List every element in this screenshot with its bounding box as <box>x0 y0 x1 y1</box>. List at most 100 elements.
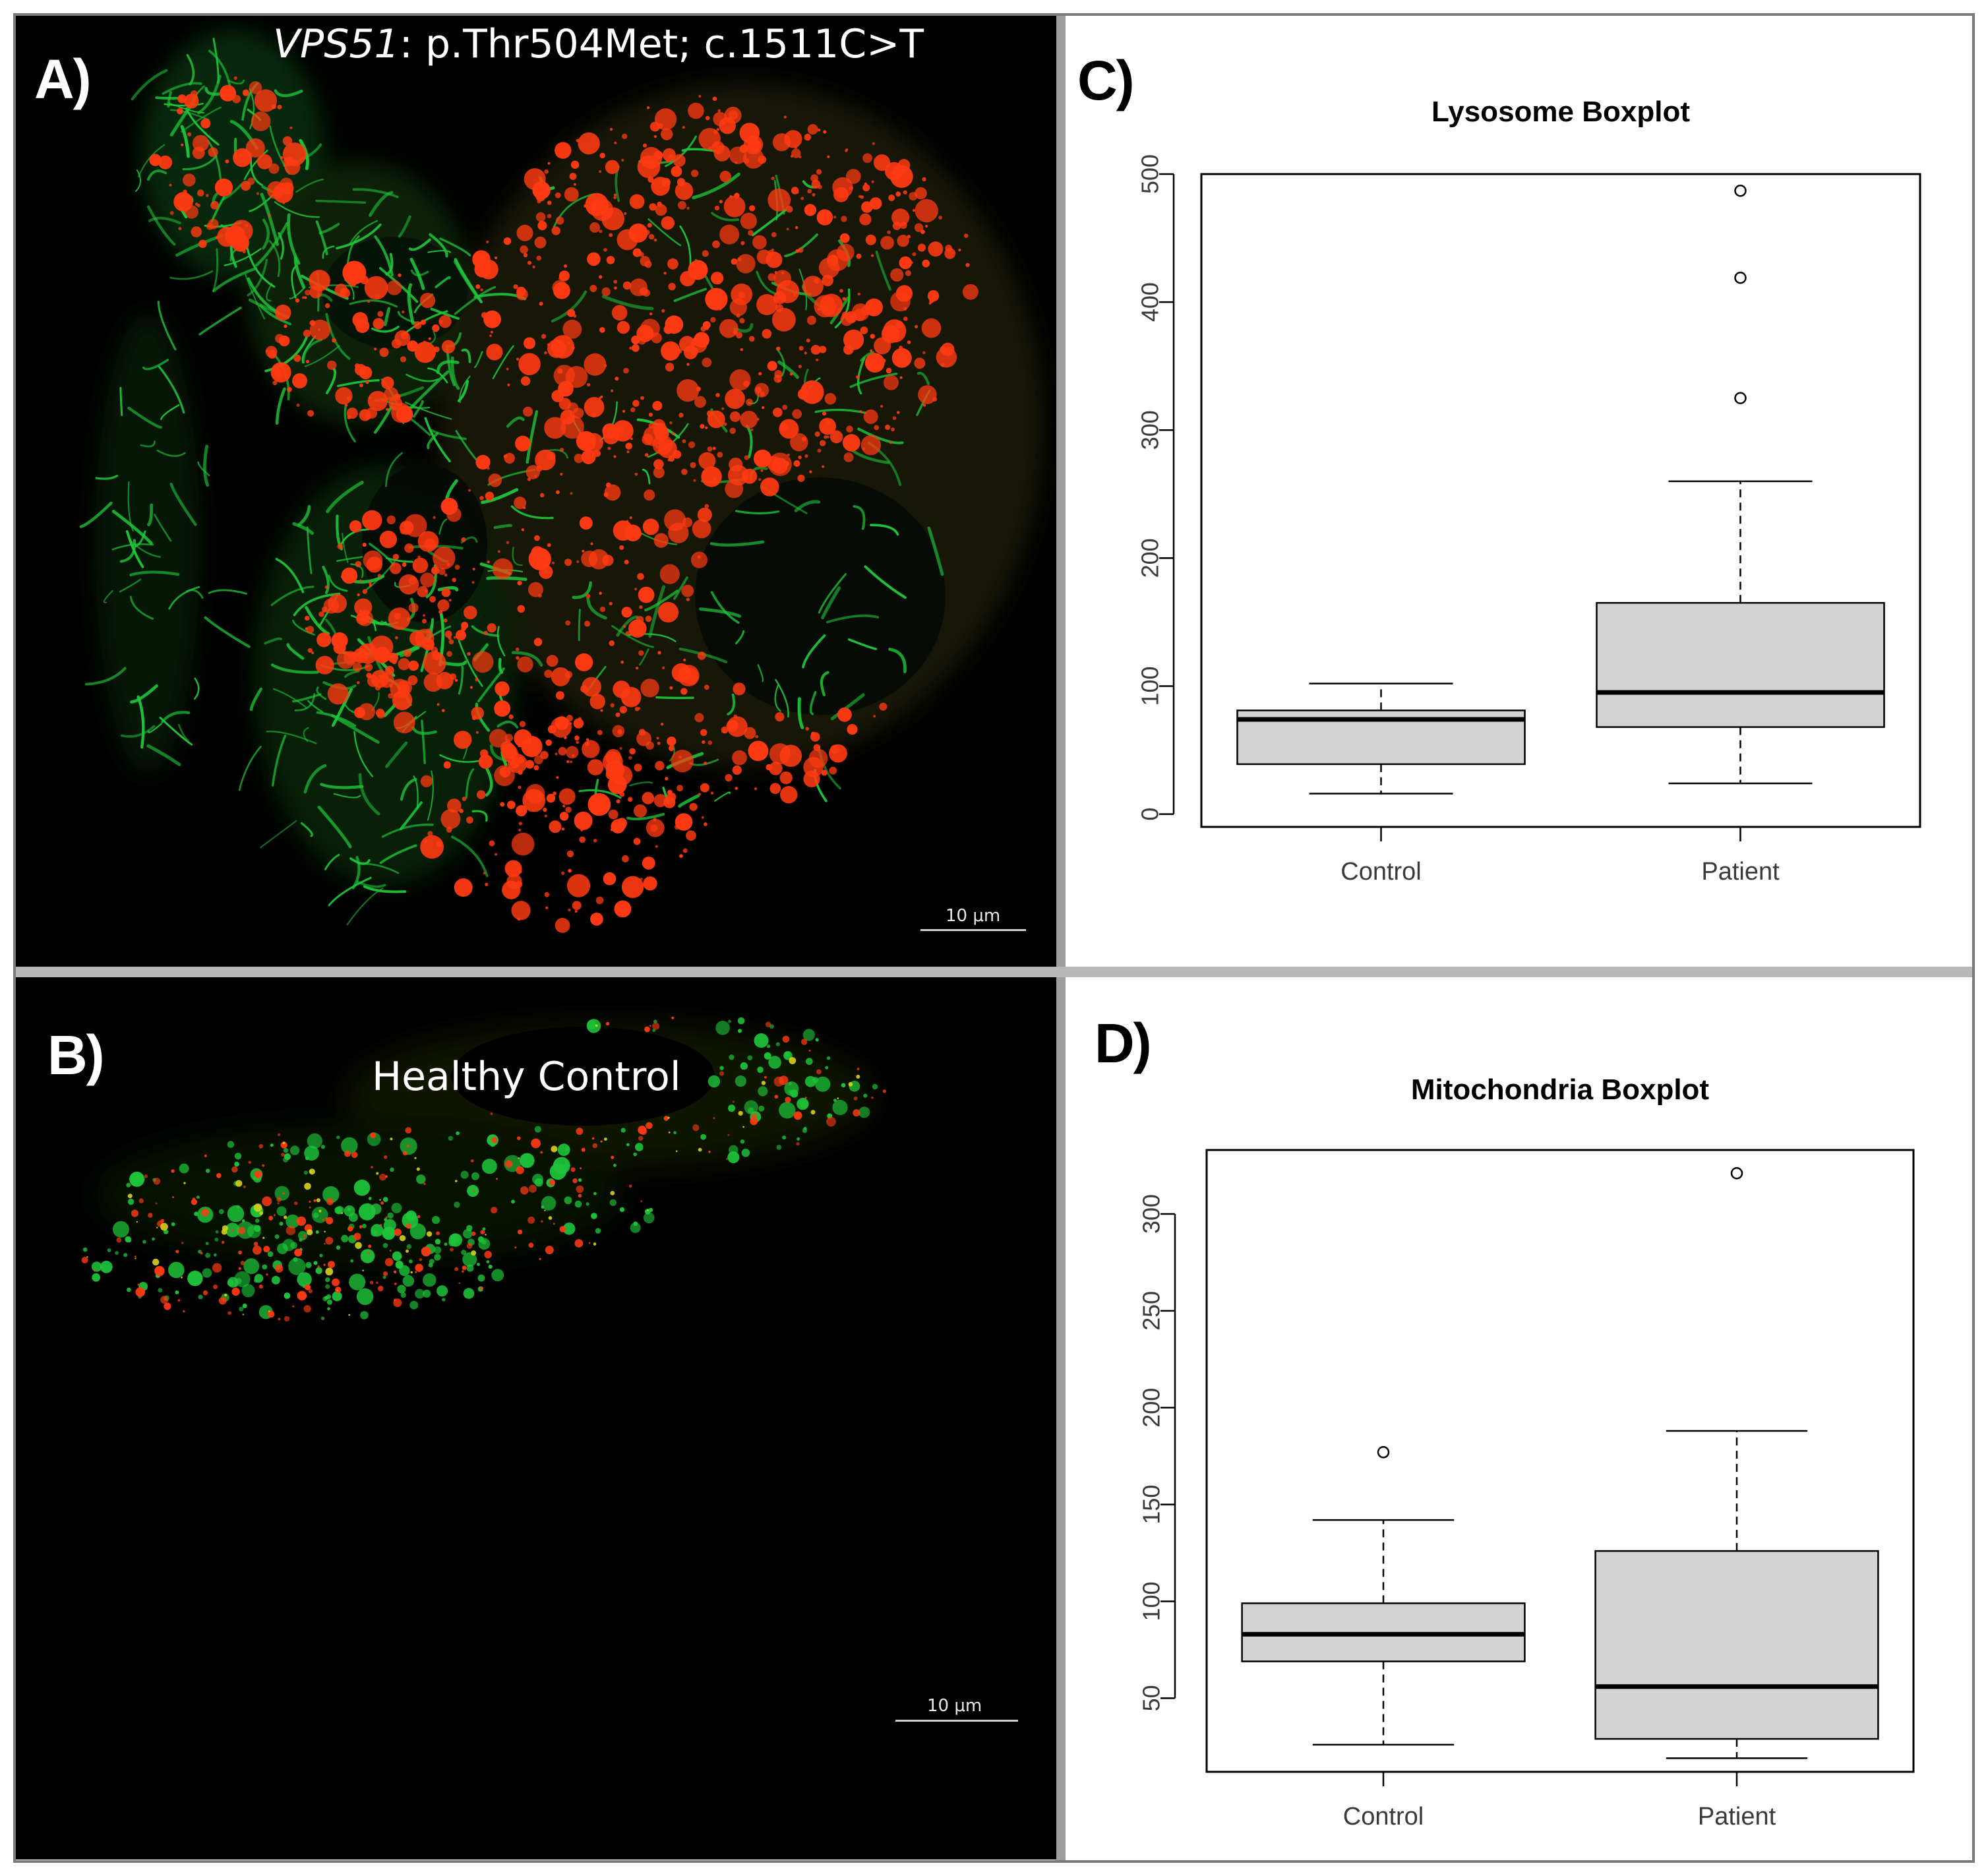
mitochondrion <box>409 1259 413 1263</box>
lysosome <box>404 543 414 553</box>
lysosome <box>651 332 662 344</box>
lysosome <box>630 278 648 297</box>
mitochondrion <box>203 444 209 487</box>
colocalized-punctum <box>548 1216 553 1220</box>
mitochondrion <box>119 539 136 563</box>
mitochondrion <box>439 237 471 257</box>
mitochondrion <box>146 205 176 246</box>
lysosome <box>664 509 686 531</box>
lysosome <box>713 1117 715 1119</box>
lysosome <box>640 256 650 266</box>
mitochondrion <box>821 586 841 620</box>
lysosome <box>523 506 526 509</box>
lysosome <box>605 1021 610 1026</box>
colocalized-punctum <box>224 1294 227 1297</box>
lysosome <box>822 411 827 416</box>
lysosome <box>488 473 502 487</box>
lysosome <box>841 216 847 222</box>
lysosome <box>905 270 911 276</box>
panel-a-label: A) <box>34 48 92 110</box>
lysosome <box>566 874 591 897</box>
y-tick-label: 200 <box>1138 1388 1165 1428</box>
lysosome <box>254 89 278 112</box>
lysosome <box>771 458 788 474</box>
mitochondrion <box>407 283 415 325</box>
lysosome <box>240 1261 245 1265</box>
mitochondrion <box>286 1214 300 1228</box>
lysosome <box>384 1257 394 1267</box>
lysosome <box>511 832 535 856</box>
lysosome <box>892 416 897 420</box>
lysosome <box>586 593 591 599</box>
mitochondrion <box>481 1159 497 1174</box>
lysosome <box>471 1231 476 1236</box>
lysosome <box>418 353 421 356</box>
lysosome <box>94 1269 96 1272</box>
mitochondrion <box>378 267 419 303</box>
mitochondrion <box>408 238 431 251</box>
lysosome <box>802 276 824 297</box>
mitochondrion <box>198 307 242 336</box>
lysosome <box>719 318 738 338</box>
lysosome <box>882 358 886 363</box>
lysosome <box>891 348 912 368</box>
mitochondrion <box>82 1247 88 1252</box>
mitochondrion <box>613 1163 617 1167</box>
mitochondrion <box>79 501 113 528</box>
mitochondrion <box>171 1222 175 1226</box>
colocalized-punctum <box>336 1289 338 1291</box>
mitochondrion <box>374 235 394 276</box>
lysosome <box>760 469 764 472</box>
lysosome <box>487 560 490 564</box>
lysosome <box>408 603 419 613</box>
lysosome <box>347 415 351 419</box>
lysosome <box>634 707 640 711</box>
lysosome <box>433 547 456 570</box>
lysosome <box>578 132 600 155</box>
lysosome <box>503 454 508 458</box>
lysosome <box>656 737 659 740</box>
lysosome <box>172 1196 174 1198</box>
mitochondrion <box>858 1106 870 1118</box>
lysosome <box>311 651 315 655</box>
lysosome <box>891 427 895 432</box>
lysosome <box>366 407 378 419</box>
lysosome <box>646 1122 653 1130</box>
mitochondrion <box>255 222 289 267</box>
lysosome <box>645 615 652 622</box>
mitochondrion <box>322 1186 340 1203</box>
mitochondrion <box>834 288 851 328</box>
lysosome <box>705 115 710 121</box>
lysosome <box>382 1271 388 1277</box>
lysosome <box>572 901 582 911</box>
lysosome <box>160 1219 165 1223</box>
lysosome <box>681 584 694 597</box>
lysosome <box>467 651 471 656</box>
lysosome <box>642 518 659 535</box>
lysosome <box>532 265 535 268</box>
lysosome <box>547 343 551 346</box>
lysosome <box>603 872 617 886</box>
lysosome <box>275 334 285 344</box>
lysosome <box>275 1264 284 1273</box>
mitochondrion <box>301 336 316 364</box>
mitochondrion <box>711 212 739 222</box>
lysosome <box>558 277 562 280</box>
lysosome <box>191 1199 197 1205</box>
lysosome <box>352 662 362 672</box>
lysosome <box>351 1151 358 1159</box>
mitochondrion <box>238 746 262 791</box>
mitochondrion <box>120 725 156 738</box>
mitochondrion <box>643 1212 655 1224</box>
lysosome <box>903 317 908 321</box>
colocalized-punctum <box>362 1269 364 1272</box>
mitochondrion <box>757 664 764 682</box>
lysosome <box>256 154 272 169</box>
lysosome <box>744 727 756 739</box>
mitochondrion <box>741 1149 750 1157</box>
mitochondrion <box>402 1212 419 1229</box>
colocalized-puncta <box>86 1024 860 1316</box>
lysosome <box>506 541 510 544</box>
lysosome <box>717 109 721 113</box>
gene-name: VPS51 <box>273 21 400 67</box>
